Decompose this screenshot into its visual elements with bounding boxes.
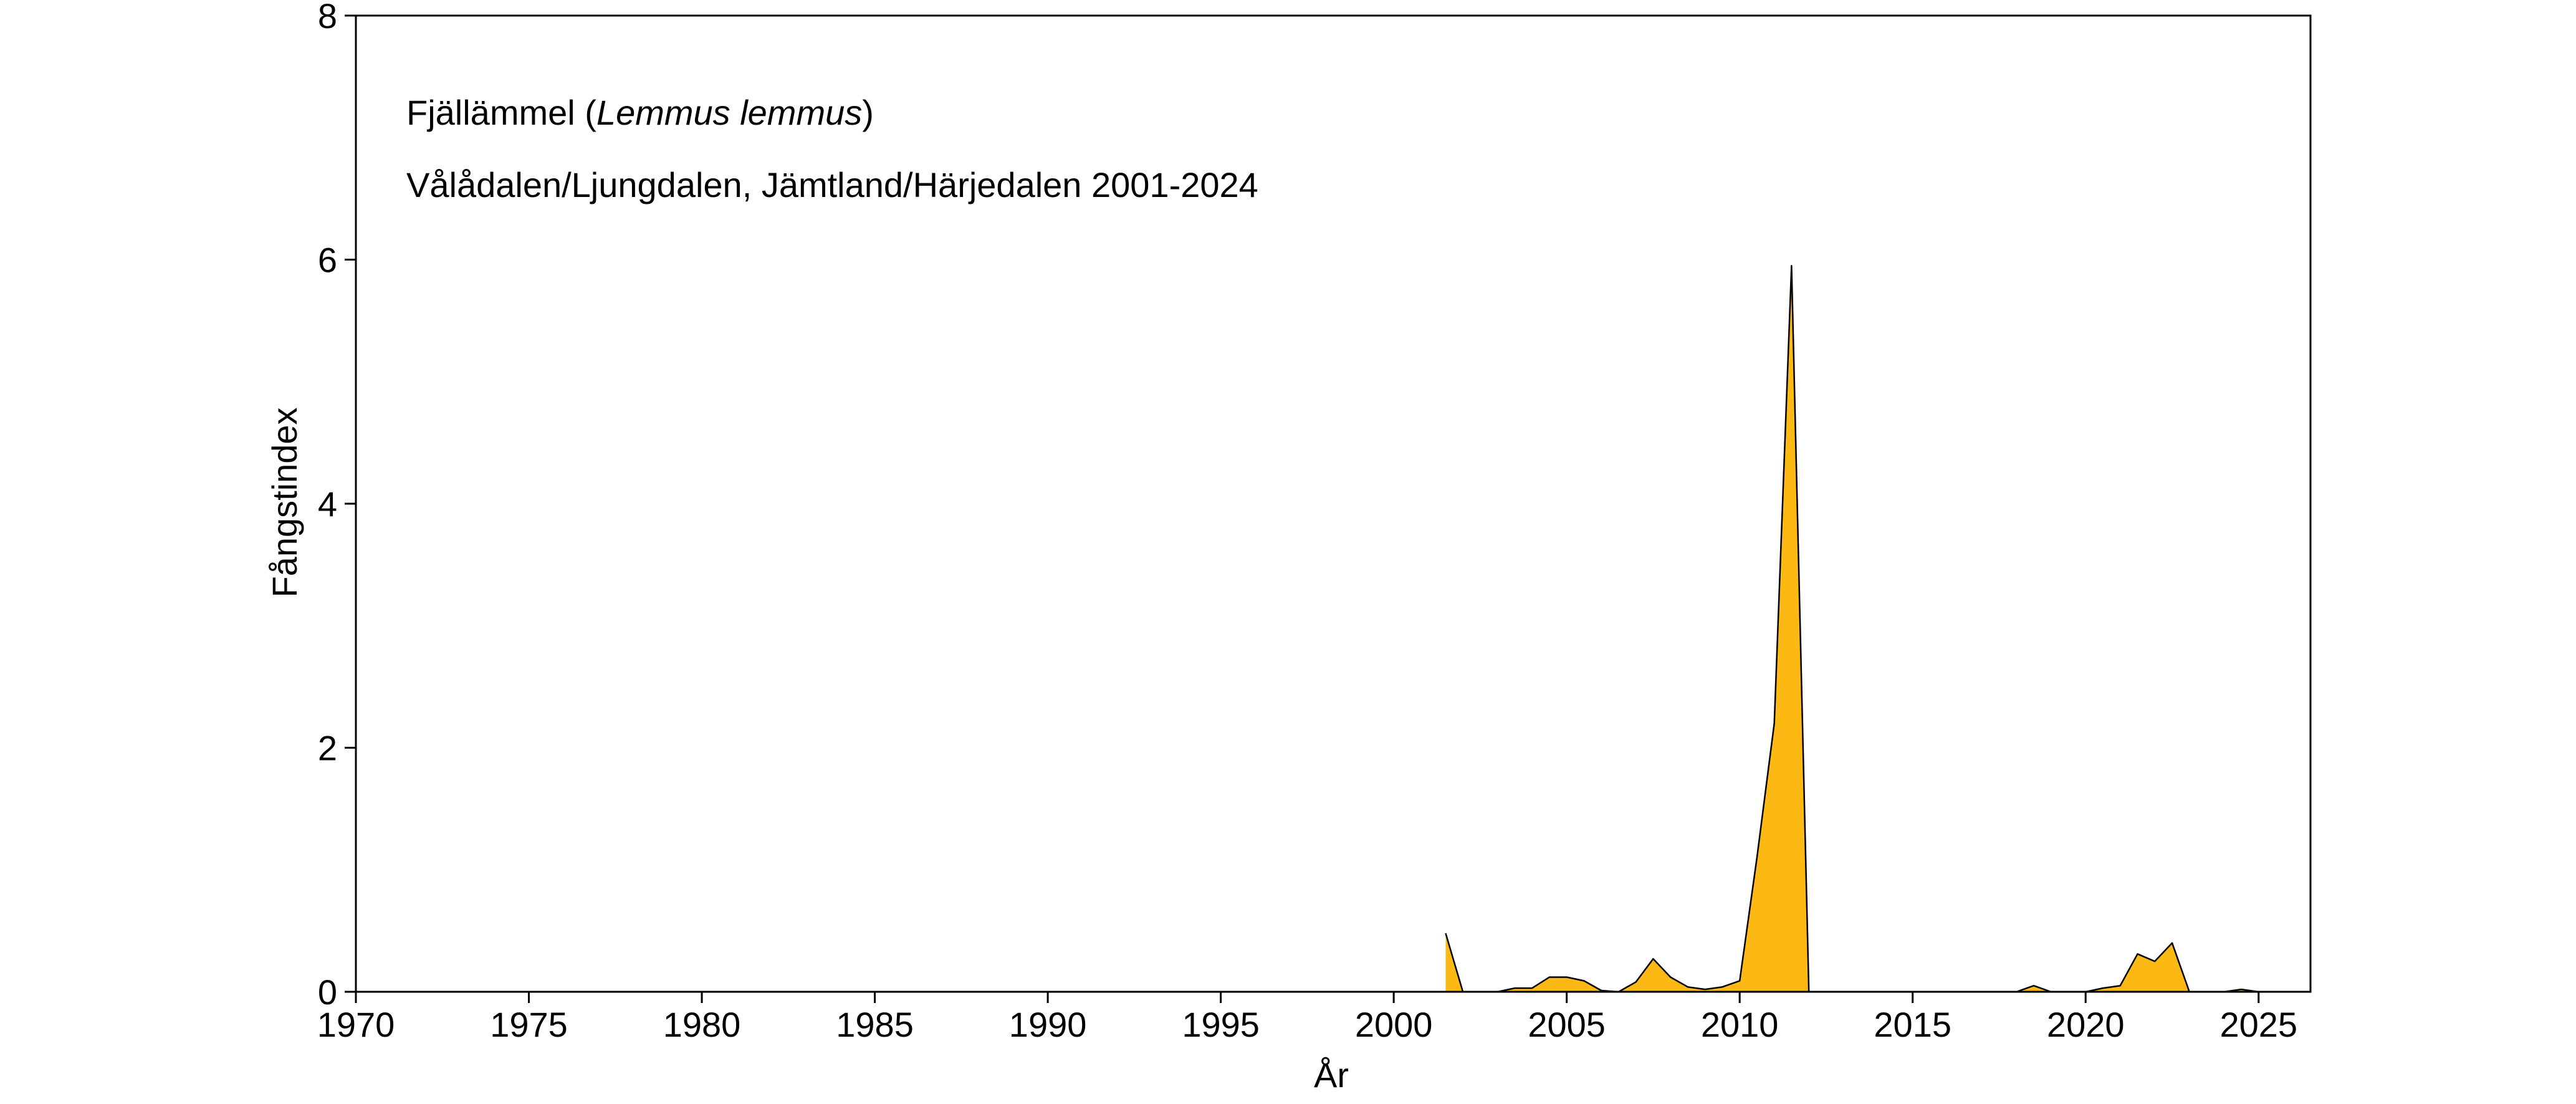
- x-tick-label: 1995: [1182, 1005, 1260, 1044]
- x-tick-label: 1990: [1009, 1005, 1087, 1044]
- plot-frame: [355, 14, 2312, 993]
- x-axis-title: År: [1314, 1055, 1349, 1095]
- x-tick-label: 1985: [836, 1005, 914, 1044]
- species-annotation: Fjällämmel (Lemmus lemmus): [406, 93, 874, 132]
- x-tick-label: 2020: [2047, 1005, 2125, 1044]
- y-tick-label: 2: [318, 729, 337, 768]
- x-tick-label: 2010: [1701, 1005, 1779, 1044]
- location-annotation: Vålådalen/Ljungdalen, Jämtland/Härjedale…: [406, 165, 1258, 204]
- species-close-paren: ): [862, 93, 874, 132]
- x-tick-label: 2005: [1528, 1005, 1606, 1044]
- series-area-fill: [1445, 266, 2259, 992]
- x-tick-label: 2025: [2219, 1005, 2297, 1044]
- y-axis: 0 2 4 6 8: [318, 0, 356, 1012]
- x-tick-label: 2000: [1355, 1005, 1433, 1044]
- y-tick-label: 4: [318, 484, 337, 524]
- x-tick-label: 1980: [663, 1005, 741, 1044]
- x-tick-label: 1975: [490, 1005, 568, 1044]
- x-tick-label: 2015: [1874, 1005, 1951, 1044]
- x-axis: 1970 1975 1980 1985 1990 1995 2000 2005 2010 2015…: [317, 992, 2297, 1044]
- y-tick-label: 8: [318, 0, 337, 36]
- y-tick-label: 6: [318, 241, 337, 280]
- species-latin-name: Lemmus lemmus: [596, 93, 862, 132]
- y-axis-title: Fångstindex: [265, 407, 304, 597]
- series-outline: [1445, 265, 2259, 993]
- y-tick-label: 0: [318, 972, 337, 1012]
- x-tick-label: 1970: [317, 1005, 395, 1044]
- series-area-group: [1445, 265, 2259, 993]
- species-common-name: Fjällämmel (: [406, 93, 596, 132]
